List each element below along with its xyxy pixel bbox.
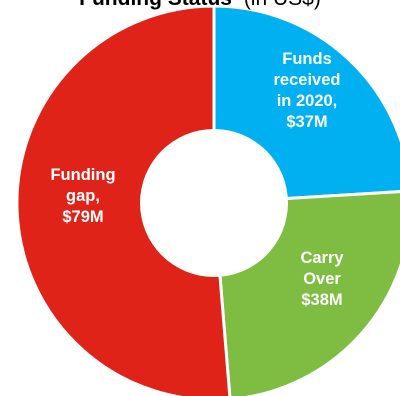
slice-label-received: Funds received in 2020, $37M (274, 50, 341, 131)
slice-label-line: $37M (286, 113, 327, 131)
chart-title: Funding Status (in US$) (79, 0, 321, 10)
slice-label-line: $38M (301, 291, 342, 309)
donut-hole (140, 129, 288, 277)
slice-gap (15, 4, 232, 396)
slice-label-line: Over (303, 270, 341, 288)
slice-label-line: received (274, 71, 341, 89)
slice-label-carry: Carry Over $38M (300, 249, 344, 309)
chart-title-unit: (in US$) (244, 0, 321, 10)
slice-label-line: Funding (50, 166, 115, 184)
slice-label-line: Carry (300, 249, 344, 267)
chart-title-main: Funding Status (79, 0, 232, 10)
slice-label-line: Funds (282, 50, 332, 68)
slice-label-line: $79M (62, 208, 103, 226)
slice-label-line: in 2020, (277, 92, 338, 110)
slice-label-gap: Funding gap, $79M (50, 166, 115, 226)
slice-labels: Funds received in 2020, $37M Carry Over $38M Fu… (50, 50, 344, 309)
slice-label-line: gap, (66, 187, 100, 205)
